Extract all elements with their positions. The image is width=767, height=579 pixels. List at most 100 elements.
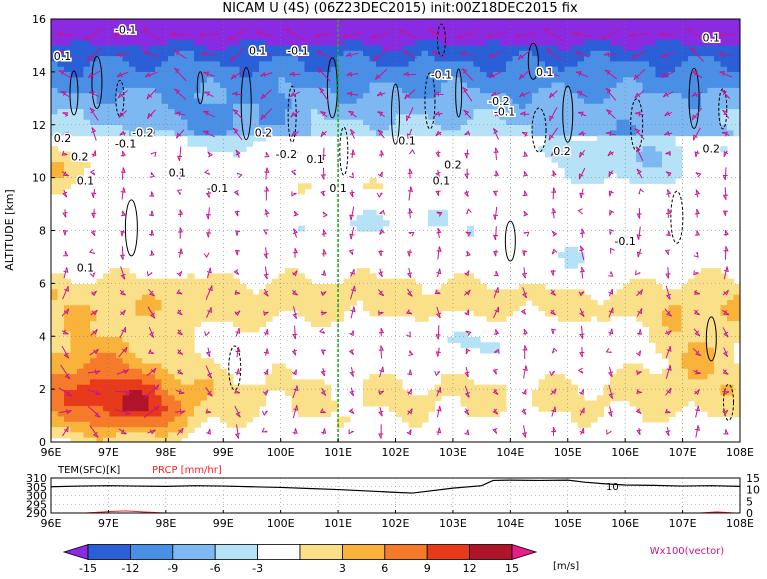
fill-cell — [116, 401, 123, 407]
fill-cell — [110, 109, 117, 115]
fill-cell — [84, 289, 91, 295]
fill-cell — [298, 401, 305, 407]
fill-cell — [149, 104, 156, 110]
fill-cell — [370, 215, 377, 221]
fill-cell — [116, 125, 123, 131]
fill-cell — [305, 316, 312, 322]
fill-cell — [97, 279, 104, 285]
wind-vector-head — [178, 190, 182, 195]
fill-cell — [584, 141, 591, 147]
fill-cell — [51, 385, 58, 391]
fill-cell — [149, 337, 156, 343]
fill-cell — [311, 40, 318, 46]
fill-cell — [246, 406, 253, 412]
fill-cell — [175, 279, 182, 285]
fill-cell — [649, 99, 656, 105]
fill-cell — [84, 316, 91, 322]
fill-cell — [584, 401, 591, 407]
fill-cell — [376, 284, 383, 290]
fill-cell — [649, 316, 656, 322]
fill-cell — [370, 401, 377, 407]
fill-cell — [272, 385, 279, 391]
fill-cell — [77, 295, 84, 301]
fill-cell — [58, 417, 65, 423]
fill-cell — [64, 24, 71, 30]
fill-cell — [428, 311, 435, 317]
fill-cell — [155, 411, 162, 417]
fill-cell — [727, 67, 734, 73]
fill-cell — [194, 369, 201, 375]
fill-cell — [64, 395, 71, 401]
fill-cell — [539, 300, 546, 306]
fill-cell — [441, 109, 448, 115]
fill-cell — [201, 279, 208, 285]
fill-cell — [90, 24, 97, 30]
fill-cell — [97, 321, 104, 327]
fill-cell — [240, 83, 247, 89]
fill-cell — [123, 385, 130, 391]
fill-cell — [675, 311, 682, 317]
fill-cell — [656, 141, 663, 147]
fill-cell — [175, 284, 182, 290]
fill-cell — [331, 88, 338, 94]
fill-cell — [389, 46, 396, 52]
fill-cell — [649, 162, 656, 168]
fill-cell — [487, 342, 494, 348]
fill-cell — [526, 284, 533, 290]
fill-cell — [259, 395, 266, 401]
fill-cell — [649, 279, 656, 285]
fill-cell — [227, 390, 234, 396]
fill-cell — [714, 125, 721, 131]
fill-cell — [227, 289, 234, 295]
fill-cell — [623, 114, 630, 120]
fill-cell — [298, 104, 305, 110]
fill-cell — [71, 311, 78, 317]
fill-cell — [708, 56, 715, 62]
fill-cell — [227, 146, 234, 152]
fill-cell — [51, 326, 58, 332]
fill-cell — [454, 300, 461, 306]
fill-cell — [51, 183, 58, 189]
fill-cell — [175, 342, 182, 348]
wind-vector — [206, 429, 210, 434]
fill-cell — [383, 305, 390, 311]
fill-cell — [305, 30, 312, 36]
fill-cell — [233, 300, 240, 306]
fill-cell — [175, 395, 182, 401]
fill-cell — [331, 35, 338, 41]
fill-cell — [409, 422, 416, 428]
fill-cell — [545, 46, 552, 52]
fill-cell — [259, 316, 266, 322]
fill-cell — [84, 51, 91, 57]
fill-cell — [136, 40, 143, 46]
fill-cell — [155, 88, 162, 94]
fill-cell — [155, 120, 162, 126]
fill-cell — [77, 358, 84, 364]
fill-cell — [617, 311, 624, 317]
fill-cell — [370, 104, 377, 110]
fill-cell — [155, 19, 162, 25]
fill-cell — [110, 125, 117, 131]
fill-cell — [383, 56, 390, 62]
fill-cell — [370, 311, 377, 317]
fill-cell — [675, 67, 682, 73]
fill-cell — [97, 284, 104, 290]
fill-cell — [701, 83, 708, 89]
fill-cell — [64, 300, 71, 306]
fill-cell — [571, 295, 578, 301]
fill-cell — [318, 284, 325, 290]
fill-cell — [71, 342, 78, 348]
fill-cell — [350, 61, 357, 67]
fill-cell — [136, 385, 143, 391]
fill-cell — [266, 374, 273, 380]
fill-cell — [552, 24, 559, 30]
fill-cell — [415, 72, 422, 78]
fill-cell — [175, 417, 182, 423]
fill-cell — [695, 379, 702, 385]
fill-cell — [370, 305, 377, 311]
wind-vector — [235, 190, 239, 195]
fill-cell — [272, 104, 279, 110]
fill-cell — [630, 162, 637, 168]
fill-cell — [305, 104, 312, 110]
fill-cell — [669, 173, 676, 179]
